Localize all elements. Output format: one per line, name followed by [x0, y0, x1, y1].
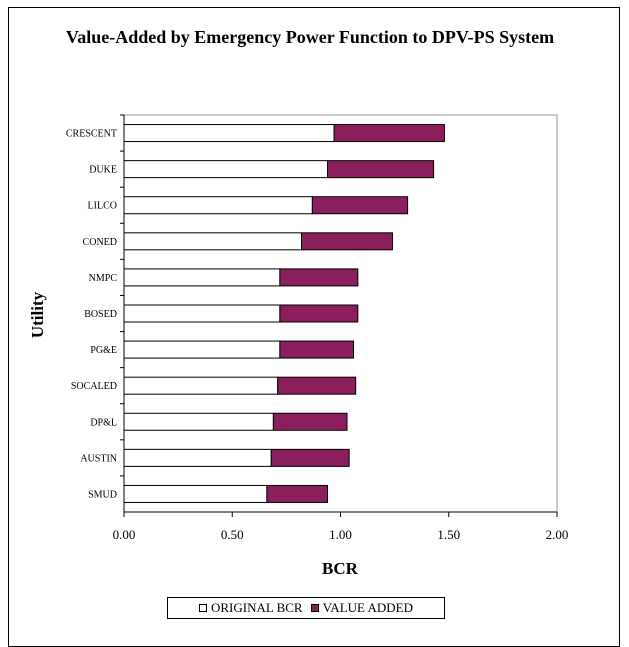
x-tick-label: 1.50 [437, 527, 460, 542]
x-tick-label: 2.00 [546, 527, 569, 542]
bar-original-crescent [123, 124, 335, 143]
y-tick-label-crescent: CRESCENT [66, 129, 117, 140]
bar-original-pg-e [123, 340, 281, 359]
y-tick-label-smud: SMUD [88, 489, 117, 500]
y-tick-label-socaled: SOCALED [71, 381, 117, 392]
bar-value-added-smud [266, 484, 329, 503]
bar-original-smud [123, 484, 268, 503]
legend-swatch-value-added [310, 604, 319, 612]
legend-swatch-original [198, 604, 207, 612]
bar-value-added-nmpc [279, 268, 359, 287]
legend: ORIGINAL BCR VALUE ADDED [167, 597, 445, 619]
y-tick-label-lilco: LILCO [88, 201, 117, 212]
bar-value-added-crescent [333, 124, 445, 143]
bar-original-lilco [123, 196, 313, 215]
bar-original-austin [123, 448, 272, 467]
bar-value-added-pg-e [279, 340, 354, 359]
y-tick-label-duke: DUKE [89, 165, 117, 176]
y-tick-label-dp-l: DP&L [90, 417, 117, 428]
bar-original-duke [123, 160, 329, 179]
x-tick-label: 0.00 [113, 527, 136, 542]
bar-value-added-duke [327, 160, 435, 179]
bar-value-added-lilco [311, 196, 409, 215]
bar-value-added-coned [301, 232, 393, 251]
bar-chart: CRESCENT DUKE LILCO CONED NMPC BOSED PG&E SOCAL… [28, 114, 569, 578]
y-tick-label-coned: CONED [83, 237, 117, 248]
chart-title: Value-Added by Emergency Power Function … [65, 27, 555, 47]
y-tick-label-pg-e: PG&E [90, 345, 117, 356]
bar-value-added-austin [270, 448, 350, 467]
axes-group: CRESCENT DUKE LILCO CONED NMPC BOSED PG&E SOCAL… [66, 114, 569, 542]
legend-label-value-added: VALUE ADDED [322, 600, 413, 615]
bar-value-added-socaled [277, 376, 357, 395]
bar-original-bosed [123, 304, 281, 323]
y-tick-label-austin: AUSTIN [80, 453, 117, 464]
legend-label-original: ORIGINAL BCR [210, 600, 303, 615]
x-axis-title: BCR [322, 559, 359, 578]
y-axis-title: Utility [28, 291, 47, 338]
x-tick-label: 0.50 [221, 527, 244, 542]
bar-original-nmpc [123, 268, 281, 287]
bar-value-added-bosed [279, 304, 359, 323]
x-tick-label: 1.00 [329, 527, 352, 542]
bar-original-dp-l [123, 412, 274, 431]
bars-group [123, 124, 445, 503]
legend-item-original: ORIGINAL BCR [198, 600, 303, 616]
bar-value-added-dp-l [272, 412, 348, 431]
bar-original-socaled [123, 376, 279, 395]
legend-item-value-added: VALUE ADDED [310, 600, 413, 616]
y-tick-label-bosed: BOSED [84, 309, 117, 320]
y-tick-label-nmpc: NMPC [89, 273, 118, 284]
bar-original-coned [123, 232, 303, 251]
